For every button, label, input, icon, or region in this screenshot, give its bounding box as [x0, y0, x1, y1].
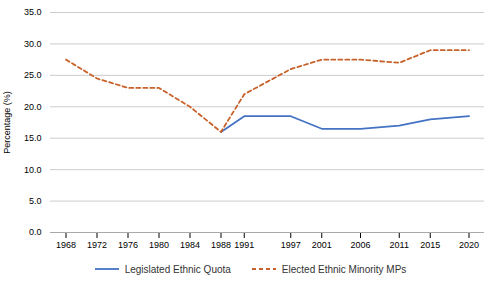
svg-text:5.0: 5.0 [29, 196, 42, 206]
svg-text:15.0: 15.0 [24, 133, 42, 143]
svg-text:35.0: 35.0 [24, 7, 42, 17]
svg-text:30.0: 30.0 [24, 39, 42, 49]
svg-text:1968: 1968 [56, 240, 76, 250]
svg-text:1972: 1972 [87, 240, 107, 250]
svg-text:1991: 1991 [234, 240, 254, 250]
svg-text:10.0: 10.0 [24, 165, 42, 175]
svg-text:2001: 2001 [312, 240, 332, 250]
svg-text:2011: 2011 [390, 240, 409, 250]
svg-text:2006: 2006 [350, 240, 370, 250]
svg-text:25.0: 25.0 [24, 70, 42, 80]
svg-text:2020: 2020 [459, 240, 479, 250]
svg-text:Percentage (%): Percentage (%) [2, 91, 12, 154]
svg-text:0.0: 0.0 [29, 227, 42, 237]
svg-text:1976: 1976 [118, 240, 138, 250]
svg-text:2015: 2015 [420, 240, 440, 250]
svg-text:1997: 1997 [281, 240, 301, 250]
svg-text:20.0: 20.0 [24, 102, 42, 112]
html-text:Elected Ethnic Minority MPs: Elected Ethnic Minority MPs [281, 263, 407, 275]
svg-text:1980: 1980 [149, 240, 169, 250]
html-text:Legislated Ethnic Quota: Legislated Ethnic Quota [124, 263, 231, 275]
svg-text:1984: 1984 [180, 240, 200, 250]
svg-text:1988: 1988 [211, 240, 231, 250]
